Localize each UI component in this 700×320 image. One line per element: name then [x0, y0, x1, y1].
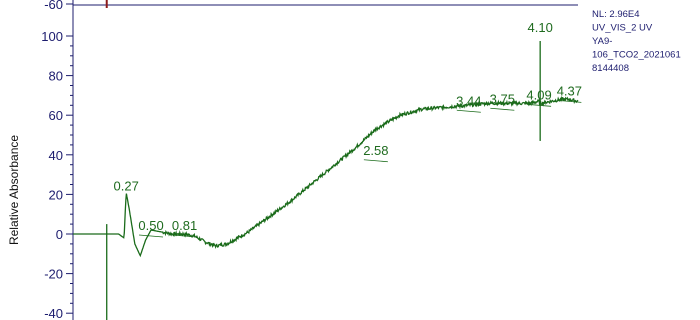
- info-line: NL: 2.96E4: [592, 9, 640, 20]
- peak-baseline-mark: [456, 109, 481, 113]
- info-line: UV_VIS_2 UV: [592, 23, 653, 34]
- peak-label: 4.09: [526, 87, 551, 102]
- peak-label: 4.10: [528, 20, 553, 35]
- y-tick-label: 20: [49, 187, 63, 202]
- peak-label: 0.81: [172, 218, 197, 233]
- peak-label: 0.27: [114, 178, 139, 193]
- y-tick-label: 100: [41, 29, 63, 44]
- peak-label: 0.50: [138, 218, 163, 233]
- info-block: NL: 2.96E4 UV_VIS_2 UV YA9- 106_TCO2_202106…: [592, 9, 681, 74]
- info-line: YA9-: [592, 36, 612, 47]
- peak-baseline-mark: [363, 159, 388, 163]
- peak-baseline-mark: [490, 107, 515, 111]
- peak-label: 4.37: [557, 83, 582, 98]
- peak-baseline-mark: [557, 99, 582, 103]
- trace-group: [73, 0, 579, 320]
- peak-baseline-mark: [139, 234, 164, 238]
- y-tick-label: -40: [44, 306, 63, 320]
- info-line: 106_TCO2_2021061: [592, 50, 681, 61]
- y-tick-label: -20: [44, 267, 63, 282]
- y-tick-label: 80: [49, 69, 63, 84]
- y-tick-label: 60: [49, 108, 63, 123]
- peak-baseline-mark: [527, 103, 552, 107]
- peak-label: 3.44: [456, 93, 481, 108]
- y-axis-label: Relative Absorbance: [7, 135, 21, 245]
- peak-label: 3.75: [490, 91, 515, 106]
- info-line: 8144408: [592, 63, 629, 74]
- y-tick-label: -60: [44, 0, 63, 12]
- y-tick-label: 40: [49, 148, 63, 163]
- peak-label: 2.58: [363, 143, 388, 158]
- peak-baseline-mark: [172, 234, 197, 238]
- peak-label-group: 0.27 0.50 0.81 2.58 3.44 3.75 4.09 4.10 4.37: [114, 20, 582, 238]
- series-line: [97, 95, 579, 258]
- y-axis: -60 -40 -20 0 20 40 60 80 100: [41, 0, 578, 320]
- y-tick-label: 0: [56, 227, 63, 242]
